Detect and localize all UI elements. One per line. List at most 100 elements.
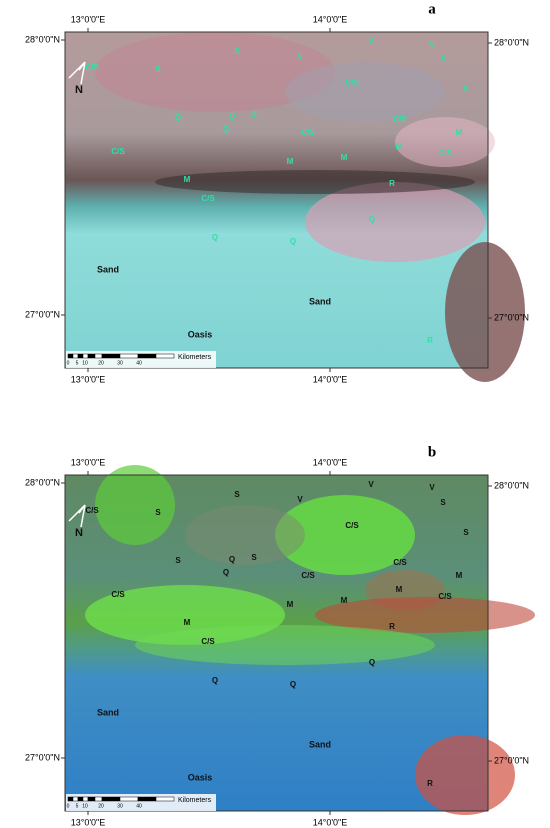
scale-segment	[72, 796, 79, 802]
map-label: M	[184, 175, 191, 184]
scale-tick: 5	[76, 803, 79, 809]
map-label: R	[389, 622, 395, 631]
map-label: C/S	[201, 637, 215, 646]
map-label: S	[234, 490, 240, 499]
map-label: V	[429, 483, 435, 492]
map-label: Q	[290, 680, 296, 689]
map-label: M	[341, 153, 348, 162]
scale-tick: 30	[117, 360, 123, 366]
map-label: V	[297, 495, 303, 504]
scale-unit: Kilometers	[178, 354, 212, 361]
map-label: V	[368, 37, 374, 46]
north-arrow	[68, 61, 86, 85]
panel-letter: b	[428, 444, 436, 460]
map-label: Q	[290, 237, 296, 246]
terrain	[185, 505, 305, 565]
map-panel: b 13°0'0"E 13°0'0"E 14°0'0"E 14°0'0"E 28°0'0"…	[25, 444, 535, 827]
map-label: S	[463, 85, 469, 94]
map-label: Q	[229, 112, 235, 121]
lon-label: 14°0'0"E	[313, 374, 348, 384]
map-label: C/S	[438, 149, 452, 158]
map-label: S	[155, 508, 161, 517]
map-label: C/S	[393, 115, 407, 124]
map-label: S	[155, 65, 161, 74]
terrain	[275, 495, 415, 575]
terrain	[415, 735, 515, 815]
lon-label: 13°0'0"E	[71, 817, 106, 827]
scale-tick: 30	[117, 803, 123, 809]
map-label: M	[287, 157, 294, 166]
map-label: C/S	[345, 521, 359, 530]
scale-tick: 20	[98, 360, 104, 366]
map-panel: a 13°0'0"E 13°0'0"E 14°0'0"E 14°0'0"E 28°0'0"…	[25, 1, 529, 384]
scale-segment	[67, 353, 74, 359]
map-label: M	[341, 596, 348, 605]
terrain	[95, 32, 335, 112]
map-label: Q	[223, 125, 229, 134]
scale-tick: 0	[67, 803, 70, 809]
scale-segment	[101, 353, 121, 359]
terrain	[285, 62, 445, 122]
scale-segment	[77, 353, 84, 359]
scale-segment	[101, 796, 121, 802]
map-label: S	[440, 498, 446, 507]
map-label: Oasis	[188, 772, 213, 782]
terrain	[95, 465, 175, 545]
map-label: M	[184, 618, 191, 627]
scale-segment	[119, 353, 139, 359]
map-label: S	[175, 556, 181, 565]
lon-label: 14°0'0"E	[313, 14, 348, 24]
scale-segment	[82, 353, 89, 359]
scale-segment	[137, 353, 157, 359]
map-label: C/S	[111, 590, 125, 599]
scale-segment	[77, 796, 84, 802]
terrain	[395, 117, 495, 167]
map-label: R	[427, 336, 433, 345]
map-label: C/S	[393, 558, 407, 567]
north-label: N	[75, 527, 83, 539]
terrain	[445, 242, 525, 382]
map-label: C/S	[85, 63, 99, 72]
scale-unit: Kilometers	[178, 797, 212, 804]
map-label: C/S	[111, 147, 125, 156]
north-arrow	[68, 504, 86, 528]
map-label: V	[368, 480, 374, 489]
map-frame	[64, 474, 489, 812]
scale-segment	[72, 353, 79, 359]
map-label: C/S	[345, 78, 359, 87]
lat-label: 27°0'0"N	[494, 312, 529, 322]
lon-label: 13°0'0"E	[71, 14, 106, 24]
map-label: Q	[212, 233, 218, 242]
map-label: S	[251, 553, 257, 562]
scale-segment	[87, 796, 96, 802]
map-label: M	[287, 600, 294, 609]
map-label: Q	[212, 676, 218, 685]
map-label: M	[396, 142, 403, 151]
lat-label: 27°0'0"N	[494, 755, 529, 765]
lat-label: 28°0'0"N	[25, 34, 60, 44]
scale-segment	[137, 796, 157, 802]
map-label: C/S	[301, 128, 315, 137]
lat-label: 27°0'0"N	[25, 309, 60, 319]
terrain	[155, 170, 475, 194]
scale-segment	[119, 796, 139, 802]
map-label: Sand	[97, 264, 119, 274]
scale-tick: 10	[82, 803, 88, 809]
scale-segment	[87, 353, 96, 359]
scale-segment	[94, 796, 103, 802]
terrain	[305, 182, 485, 262]
lon-label: 14°0'0"E	[313, 817, 348, 827]
map-label: Sand	[309, 296, 331, 306]
map-label: Q	[369, 215, 375, 224]
north-label: N	[75, 84, 83, 96]
map-label: M	[456, 128, 463, 137]
scale-tick: 0	[67, 360, 70, 366]
lat-label: 28°0'0"N	[25, 477, 60, 487]
lat-label: 28°0'0"N	[494, 37, 529, 47]
map-label: C/S	[301, 571, 315, 580]
map-label: C/S	[85, 506, 99, 515]
map-label: R	[389, 179, 395, 188]
map-label: S	[251, 110, 257, 119]
map-label: S	[463, 528, 469, 537]
